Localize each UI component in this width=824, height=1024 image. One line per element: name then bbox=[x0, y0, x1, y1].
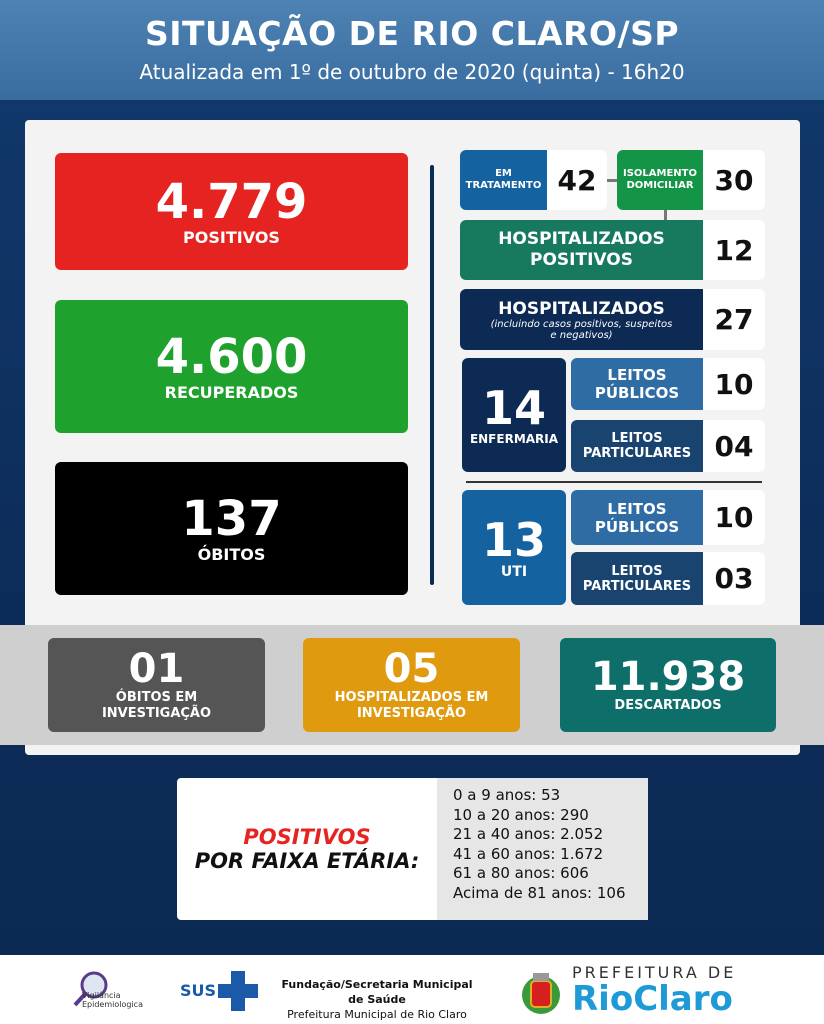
uti-particulares-value: 03 bbox=[703, 552, 765, 605]
label-line: HOSPITALIZADOS bbox=[498, 229, 665, 249]
enf-particulares-value: 04 bbox=[703, 420, 765, 472]
title-line: POSITIVOS bbox=[243, 825, 371, 849]
logo-text: Prefeitura Municipal de Rio Claro bbox=[287, 1008, 467, 1021]
note-line: e negativos) bbox=[550, 329, 613, 341]
uti-publicos-label: LEITOS PÚBLICOS bbox=[571, 490, 703, 545]
vigilancia-logo bbox=[72, 969, 112, 1009]
faixa-item: 61 a 80 anos: 606 bbox=[453, 864, 589, 882]
uti-publicos-value: 10 bbox=[703, 490, 765, 545]
em-tratamento-label: EM TRATAMENTO bbox=[460, 150, 547, 210]
uti-particulares-label: LEITOS PARTICULARES bbox=[571, 552, 703, 605]
hospitalizados-value: 27 bbox=[703, 289, 765, 350]
hosp-investigacao-card: 05 HOSPITALIZADOS EM INVESTIGAÇÃO bbox=[303, 638, 520, 732]
vigilancia-text: Vigilância Epidemiologica bbox=[82, 991, 143, 1009]
obitos-label: ÓBITOS bbox=[197, 545, 266, 564]
card-value: 11.938 bbox=[590, 654, 746, 700]
descartados-card: 11.938 DESCARTADOS bbox=[560, 638, 776, 732]
hosp-positivos-label: HOSPITALIZADOS POSITIVOS bbox=[460, 220, 703, 280]
label-line: POSITIVOS bbox=[530, 250, 633, 270]
label-line: PARTICULARES bbox=[582, 578, 692, 594]
faixa-list: 0 a 9 anos: 53 10 a 20 anos: 290 21 a 40… bbox=[437, 778, 648, 920]
faixa-title: POSITIVOS POR FAIXA ETÁRIA: bbox=[177, 778, 437, 920]
label-line: TRATAMENTO bbox=[465, 180, 542, 191]
connector bbox=[607, 179, 617, 182]
recuperados-card: 4.600 RECUPERADOS bbox=[55, 300, 408, 433]
obitos-investigacao-card: 01 ÓBITOS EM INVESTIGAÇÃO bbox=[48, 638, 265, 732]
label-line: PÚBLICOS bbox=[594, 517, 680, 536]
label-line: LEITOS bbox=[607, 499, 667, 518]
faixa-etaria-box: POSITIVOS POR FAIXA ETÁRIA: 0 a 9 anos: 5… bbox=[177, 778, 648, 920]
faixa-item: 0 a 9 anos: 53 bbox=[453, 786, 561, 804]
uti-block: 13 UTI bbox=[462, 490, 566, 605]
card-label: HOSPITALIZADOS EM bbox=[334, 690, 489, 705]
label-line: DOMICILIAR bbox=[626, 180, 694, 191]
faixa-item: 10 a 20 anos: 290 bbox=[453, 805, 589, 824]
connector bbox=[664, 210, 667, 220]
card-value: 05 bbox=[383, 646, 440, 692]
obitos-value: 137 bbox=[181, 491, 282, 547]
faixa-item: 21 a 40 anos: 2.052 bbox=[453, 825, 604, 843]
enf-particulares-label: LEITOS PARTICULARES bbox=[571, 420, 703, 472]
enfermaria-value: 14 bbox=[481, 381, 546, 435]
header-banner bbox=[0, 0, 824, 100]
enf-publicos-value: 10 bbox=[703, 358, 765, 410]
card-label: ÓBITOS EM bbox=[115, 690, 198, 705]
page-subtitle: Atualizada em 1º de outubro de 2020 (qui… bbox=[139, 60, 685, 84]
em-tratamento-value: 42 bbox=[547, 150, 607, 210]
logo-text: Epidemiologica bbox=[82, 1000, 143, 1009]
card-label: INVESTIGAÇÃO bbox=[356, 706, 467, 721]
hospitalizados-label: HOSPITALIZADOS (incluindo casos positivos… bbox=[460, 289, 703, 350]
label-line: PÚBLICOS bbox=[594, 384, 680, 402]
enf-publicos-label: LEITOS PÚBLICOS bbox=[571, 358, 703, 410]
title-line: POR FAIXA ETÁRIA: bbox=[194, 849, 420, 873]
enfermaria-block: 14 ENFERMARIA bbox=[462, 358, 566, 472]
hosp-positivos-value: 12 bbox=[703, 220, 765, 280]
isolamento-value: 30 bbox=[703, 150, 765, 210]
obitos-card: 137 ÓBITOS bbox=[55, 462, 408, 595]
uti-label: UTI bbox=[500, 563, 528, 580]
logo-text: Vigilância bbox=[82, 991, 121, 1000]
note-line: (incluindo casos positivos, suspeitos bbox=[490, 318, 673, 330]
label-line: HOSPITALIZADOS bbox=[498, 298, 665, 319]
positivos-card: 4.779 POSITIVOS bbox=[55, 153, 408, 270]
divider bbox=[430, 165, 434, 585]
label-line: LEITOS bbox=[611, 431, 663, 446]
card-label: INVESTIGAÇÃO bbox=[101, 706, 212, 721]
isolamento-label: ISOLAMENTO DOMICILIAR bbox=[617, 150, 703, 210]
footer: Vigilância Epidemiologica SUS Fundação/Se… bbox=[0, 955, 824, 1024]
uti-value: 13 bbox=[481, 512, 546, 567]
prefeitura-de-text: PREFEITURA DE bbox=[572, 963, 737, 982]
coat-of-arms-icon bbox=[520, 969, 562, 1017]
label-line: ISOLAMENTO bbox=[622, 168, 697, 179]
sus-text: SUS bbox=[180, 981, 217, 1000]
rio-claro-logo: RioClaro bbox=[572, 979, 733, 1019]
page-title: SITUAÇÃO DE RIO CLARO/SP bbox=[144, 14, 680, 53]
faixa-item: 41 a 60 anos: 1.672 bbox=[453, 844, 604, 863]
recuperados-value: 4.600 bbox=[155, 329, 308, 385]
recuperados-label: RECUPERADOS bbox=[164, 383, 299, 402]
logo-text: Fundação/Secretaria Municipal de Saúde bbox=[281, 978, 473, 1006]
positivos-value: 4.779 bbox=[155, 174, 308, 230]
fundacao-text: Fundação/Secretaria Municipal de Saúde Pr… bbox=[272, 977, 482, 1022]
label-line: EM bbox=[495, 168, 512, 179]
card-value: 01 bbox=[128, 646, 185, 692]
card-label: DESCARTADOS bbox=[614, 698, 722, 713]
label-line: PARTICULARES bbox=[582, 446, 692, 461]
label-line: LEITOS bbox=[611, 563, 663, 579]
enfermaria-label: ENFERMARIA bbox=[469, 432, 559, 446]
separator bbox=[466, 481, 762, 483]
magnifier-icon bbox=[73, 971, 108, 1007]
sus-cross-icon bbox=[218, 971, 258, 1011]
positivos-label: POSITIVOS bbox=[183, 228, 280, 247]
label-line: LEITOS bbox=[607, 366, 667, 384]
faixa-item: Acima de 81 anos: 106 bbox=[453, 883, 626, 902]
